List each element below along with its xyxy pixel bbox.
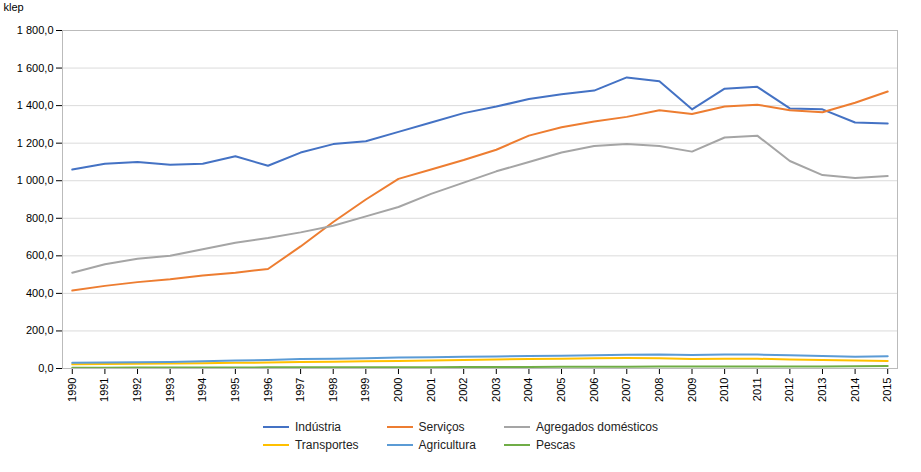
svg-text:2015: 2015	[881, 378, 893, 402]
svg-text:1993: 1993	[164, 378, 176, 402]
svg-text:1999: 1999	[359, 378, 371, 402]
svg-text:1994: 1994	[196, 378, 208, 402]
svg-text:1 400,0: 1 400,0	[17, 99, 54, 111]
svg-text:1991: 1991	[98, 378, 110, 402]
svg-text:400,0: 400,0	[26, 287, 54, 299]
svg-text:2006: 2006	[588, 378, 600, 402]
svg-text:1992: 1992	[131, 378, 143, 402]
svg-text:2005: 2005	[555, 378, 567, 402]
svg-text:2009: 2009	[686, 378, 698, 402]
html-text:Pescas: Pescas	[535, 438, 576, 452]
svg-text:2003: 2003	[490, 378, 502, 402]
svg-text:0,0: 0,0	[38, 362, 53, 374]
svg-text:2014: 2014	[849, 378, 861, 402]
svg-text:2010: 2010	[718, 378, 730, 402]
svg-text:2007: 2007	[620, 378, 632, 402]
svg-text:1998: 1998	[327, 378, 339, 402]
svg-text:2001: 2001	[425, 378, 437, 402]
svg-text:2004: 2004	[522, 378, 534, 402]
svg-text:2011: 2011	[751, 378, 763, 402]
svg-text:1990: 1990	[66, 378, 78, 402]
svg-text:1997: 1997	[294, 378, 306, 402]
svg-text:1996: 1996	[262, 378, 274, 402]
html-text:Indústria: Indústria	[295, 420, 341, 434]
svg-text:2008: 2008	[653, 378, 665, 402]
html-text:Transportes: Transportes	[295, 438, 359, 452]
svg-text:800,0: 800,0	[26, 212, 54, 224]
svg-text:2013: 2013	[816, 378, 828, 402]
svg-text:2000: 2000	[392, 378, 404, 402]
svg-text:1 000,0: 1 000,0	[17, 174, 54, 186]
svg-text:1 800,0: 1 800,0	[17, 24, 54, 36]
svg-text:1 600,0: 1 600,0	[17, 62, 54, 74]
svg-text:1995: 1995	[229, 378, 241, 402]
svg-text:200,0: 200,0	[26, 324, 54, 336]
svg-text:600,0: 600,0	[26, 249, 54, 261]
svg-text:1 200,0: 1 200,0	[17, 137, 54, 149]
html-text:Agricultura: Agricultura	[418, 438, 476, 452]
svg-text:2002: 2002	[457, 378, 469, 402]
html-text:Agregados domésticos: Agregados domésticos	[535, 420, 658, 434]
svg-text:2012: 2012	[783, 378, 795, 402]
svg-text:klep: klep	[4, 1, 24, 13]
html-text:Serviços: Serviços	[418, 420, 465, 434]
